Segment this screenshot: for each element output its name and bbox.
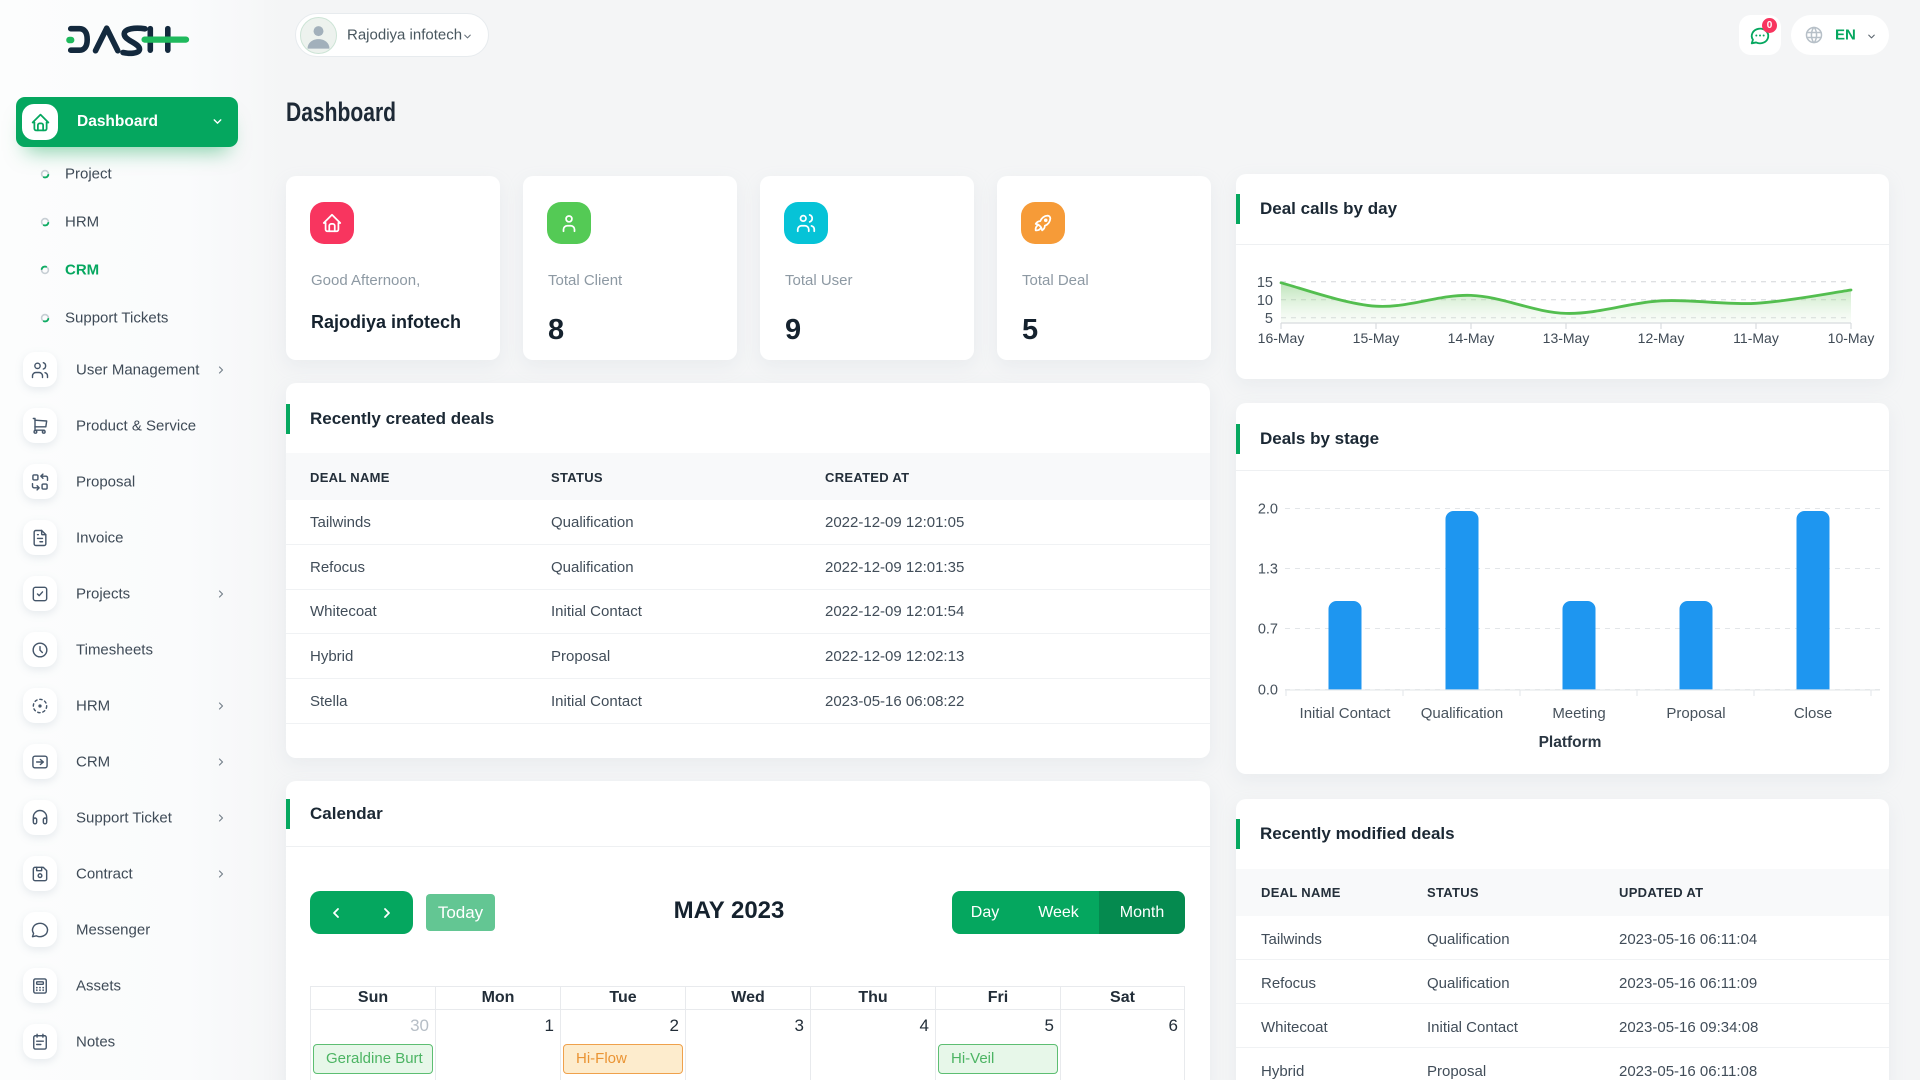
svg-text:5: 5 — [1265, 311, 1273, 327]
svg-text:14-May: 14-May — [1448, 330, 1495, 346]
svg-text:10: 10 — [1257, 293, 1273, 309]
svg-text:Proposal: Proposal — [1666, 705, 1725, 722]
svg-text:Meeting: Meeting — [1552, 705, 1605, 722]
svg-text:11-May: 11-May — [1733, 330, 1779, 346]
svg-text:15: 15 — [1257, 275, 1273, 291]
svg-text:13-May: 13-May — [1543, 330, 1590, 346]
svg-text:1.3: 1.3 — [1258, 562, 1278, 578]
svg-text:16-May: 16-May — [1258, 330, 1305, 346]
svg-text:15-May: 15-May — [1353, 330, 1400, 346]
svg-text:12-May: 12-May — [1638, 330, 1685, 346]
svg-text:2.0: 2.0 — [1258, 502, 1278, 518]
svg-text:Qualification: Qualification — [1421, 705, 1504, 722]
svg-text:0.7: 0.7 — [1258, 622, 1278, 638]
svg-text:Platform: Platform — [1539, 734, 1602, 751]
svg-text:0.0: 0.0 — [1258, 683, 1278, 699]
svg-text:Initial Contact: Initial Contact — [1300, 705, 1392, 722]
svg-text:10-May: 10-May — [1828, 330, 1875, 346]
svg-text:Close: Close — [1794, 705, 1832, 722]
